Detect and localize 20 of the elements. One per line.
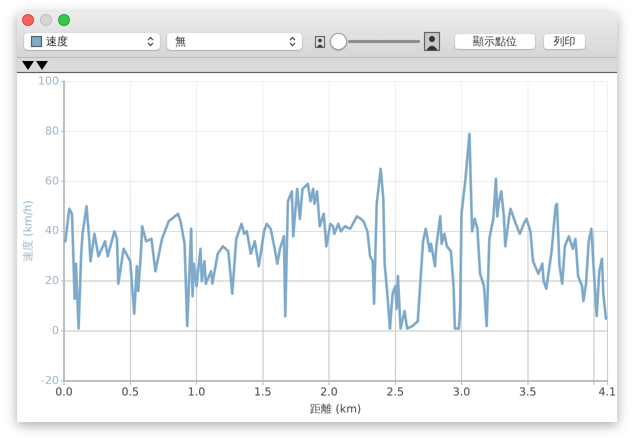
y-tick-label: -20 [41,374,59,387]
x-tick-label: 0.5 [122,385,139,398]
y-axis-title: 速度 (km/h) [21,200,34,262]
x-tick-label: 0.0 [55,385,73,398]
x-tick-label: 4.1 [598,385,616,398]
text: 無 [175,34,186,49]
y-tick-label: 80 [45,124,59,138]
x-tick-label: 1.0 [188,385,206,398]
y-tick-label: 0 [52,324,59,337]
y-tick-label: 20 [45,274,59,288]
x-tick-label: 3.5 [519,385,537,398]
x-axis-title: 距離 (km) [310,402,362,416]
x-tick-label: 2.0 [320,385,338,398]
y-tick-label: 60 [45,174,59,188]
x-tick-label: 2.5 [386,385,404,398]
text: 速度 [46,34,68,49]
y-tick-label: 100 [38,74,59,88]
x-tick-label: 1.5 [254,385,272,398]
x-tick-label: 3.0 [452,385,470,398]
y-tick-label: 40 [45,224,59,238]
